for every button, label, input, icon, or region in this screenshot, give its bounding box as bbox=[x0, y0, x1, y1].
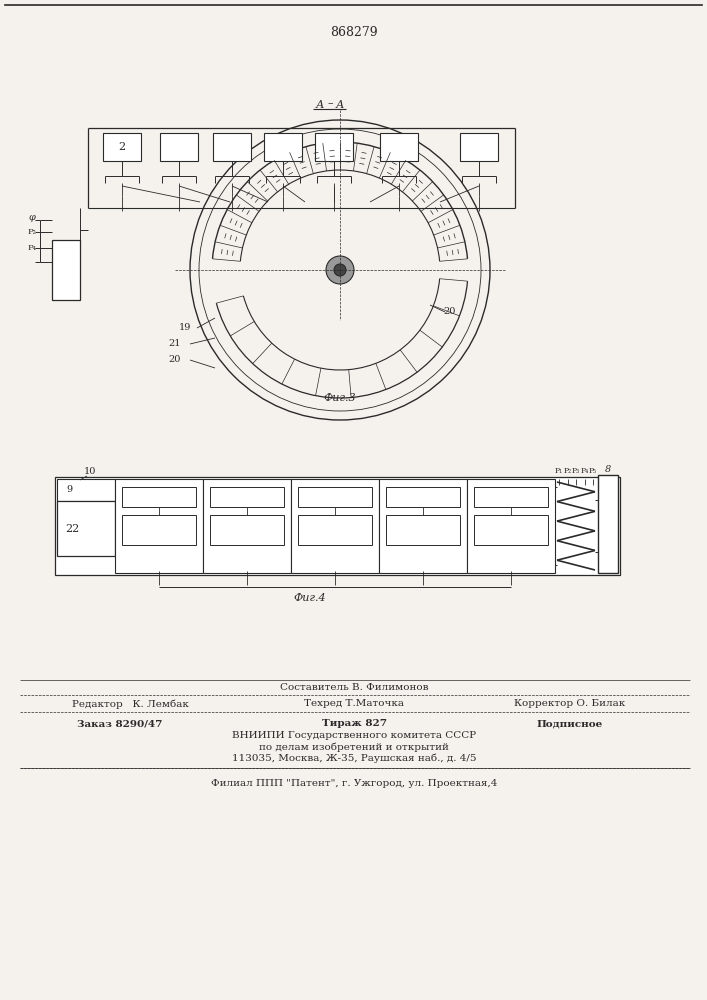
Text: 10: 10 bbox=[84, 468, 96, 477]
Text: P₄: P₄ bbox=[28, 244, 37, 252]
Bar bbox=[203, 479, 291, 573]
Text: P₂: P₂ bbox=[563, 467, 571, 475]
Circle shape bbox=[326, 256, 354, 284]
Bar bbox=[380, 133, 418, 161]
Text: 20: 20 bbox=[169, 356, 181, 364]
Text: Тираж 827: Тираж 827 bbox=[322, 720, 387, 728]
Text: φ: φ bbox=[28, 214, 35, 223]
Bar bbox=[122, 515, 196, 545]
Text: 19: 19 bbox=[179, 324, 191, 332]
Text: 22: 22 bbox=[65, 524, 79, 534]
Text: А: А bbox=[336, 100, 344, 110]
Text: по делам изобретений и открытий: по делам изобретений и открытий bbox=[259, 742, 449, 752]
Text: 113035, Москва, Ж-35, Раушская наб., д. 4/5: 113035, Москва, Ж-35, Раушская наб., д. … bbox=[232, 753, 477, 763]
Text: 8: 8 bbox=[605, 464, 611, 474]
Bar bbox=[598, 475, 618, 573]
Text: Заказ 8290/47: Заказ 8290/47 bbox=[77, 720, 163, 728]
Text: ВНИИПИ Государственного комитета СССР: ВНИИПИ Государственного комитета СССР bbox=[232, 732, 476, 740]
Bar bbox=[57, 479, 115, 501]
Bar bbox=[379, 479, 467, 573]
Text: –: – bbox=[327, 98, 333, 108]
Text: 9: 9 bbox=[66, 486, 72, 494]
Text: А: А bbox=[316, 100, 325, 110]
Circle shape bbox=[334, 264, 346, 276]
Text: Корректор О. Билак: Корректор О. Билак bbox=[515, 700, 626, 708]
Text: Составитель В. Филимонов: Составитель В. Филимонов bbox=[280, 684, 428, 692]
Bar bbox=[210, 515, 284, 545]
Bar bbox=[103, 133, 141, 161]
Text: Филиал ППП "Патент", г. Ужгород, ул. Проектная,4: Филиал ППП "Патент", г. Ужгород, ул. Про… bbox=[211, 778, 497, 788]
Text: Фиг.3: Фиг.3 bbox=[324, 393, 356, 403]
Bar bbox=[291, 479, 379, 573]
Bar bbox=[315, 133, 353, 161]
Text: 868279: 868279 bbox=[330, 25, 378, 38]
Text: P₁: P₁ bbox=[555, 467, 563, 475]
Text: Фиг.4: Фиг.4 bbox=[293, 593, 327, 603]
Text: P₅: P₅ bbox=[589, 467, 597, 475]
Bar bbox=[460, 133, 498, 161]
Text: P₄: P₄ bbox=[580, 467, 589, 475]
Bar bbox=[386, 487, 460, 507]
Bar bbox=[474, 487, 548, 507]
Bar bbox=[298, 487, 372, 507]
Bar bbox=[298, 515, 372, 545]
Bar bbox=[55, 477, 620, 575]
Text: 21: 21 bbox=[169, 340, 181, 349]
Bar bbox=[160, 133, 198, 161]
Text: Редактор   К. Лембак: Редактор К. Лембак bbox=[71, 699, 189, 709]
Bar bbox=[115, 479, 203, 573]
Bar bbox=[52, 240, 80, 300]
Text: Подписное: Подписное bbox=[537, 720, 603, 728]
Bar bbox=[474, 515, 548, 545]
Bar bbox=[264, 133, 302, 161]
Bar bbox=[122, 487, 196, 507]
Bar bbox=[467, 479, 555, 573]
Text: Техред Т.Маточка: Техред Т.Маточка bbox=[304, 700, 404, 708]
Bar bbox=[57, 501, 115, 556]
Text: 20: 20 bbox=[444, 308, 456, 316]
Bar bbox=[213, 133, 251, 161]
Text: P₃: P₃ bbox=[572, 467, 580, 475]
Bar bbox=[210, 487, 284, 507]
Text: P₂: P₂ bbox=[28, 228, 37, 236]
Text: 2: 2 bbox=[119, 142, 126, 152]
Bar bbox=[386, 515, 460, 545]
